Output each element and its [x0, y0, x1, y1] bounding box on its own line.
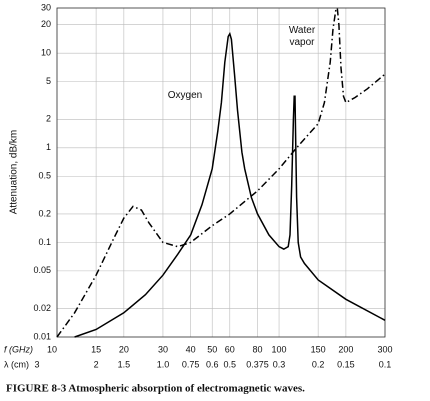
x2-tick-label: 0.3	[273, 359, 286, 369]
x-tick-label: 50	[207, 344, 217, 354]
x2-tick-label: 0.375	[246, 359, 269, 369]
x-tick-label: 15	[91, 344, 101, 354]
y-tick-label: 20	[41, 19, 51, 29]
plot-frame	[56, 7, 386, 338]
y-tick-label: 5	[46, 76, 51, 86]
y-tick-label: 0.01	[33, 331, 51, 341]
x2-tick-label: 0.2	[312, 359, 325, 369]
x2-tick-label: 0.6	[206, 359, 219, 369]
chart-title: FIGURE 8-3 Atmospheric absorption of ele…	[6, 383, 305, 395]
y-axis-label: Attenuation, dB/km	[9, 130, 20, 215]
oxygen-annotation: Oxygen	[167, 90, 203, 101]
y-tick-label: 10	[41, 48, 51, 58]
x-tick-label: 80	[253, 344, 263, 354]
y-tick-label: 0.02	[33, 303, 51, 313]
x-tick-label: 10	[47, 344, 57, 354]
y-tick-label: 30	[41, 2, 51, 12]
y-tick-label: 0.1	[38, 237, 51, 247]
x-tick-label: 60	[225, 344, 235, 354]
y-tick-label: 0.5	[38, 171, 51, 181]
series-line	[56, 5, 386, 338]
x2-tick-label: 0.5	[224, 359, 237, 369]
series-line	[74, 31, 386, 338]
x-axis-label: f (GHz)	[4, 344, 33, 354]
x-tick-label: 100	[272, 344, 287, 354]
x2-tick-label: 1.0	[157, 359, 170, 369]
x2-tick-label: 1.5	[118, 359, 131, 369]
x-tick-label: 150	[311, 344, 326, 354]
water-vapor-annotation: Water vapor	[288, 25, 316, 48]
x-tick-label: 200	[338, 344, 353, 354]
y-tick-label: 0.2	[38, 208, 51, 218]
x2-tick-label: 3	[34, 359, 39, 369]
x-tick-label: 20	[119, 344, 129, 354]
x2-tick-label: 0.75	[182, 359, 200, 369]
x2-axis-label: λ (cm)	[4, 359, 29, 369]
y-tick-label: 1	[46, 142, 51, 152]
x2-tick-label: 0.1	[379, 359, 392, 369]
x-tick-label: 30	[158, 344, 168, 354]
x2-tick-label: 0.15	[337, 359, 355, 369]
y-tick-label: 0.05	[33, 265, 51, 275]
x2-tick-label: 2	[94, 359, 99, 369]
y-tick-label: 2	[46, 114, 51, 124]
x-tick-label: 40	[186, 344, 196, 354]
x-tick-label: 300	[377, 344, 392, 354]
